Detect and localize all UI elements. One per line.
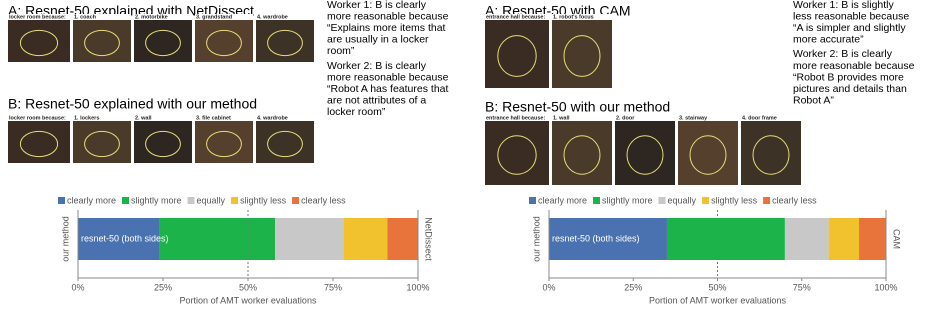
bar-segment [160, 218, 276, 260]
x-tick-label: 25% [154, 282, 172, 292]
bar-segment [275, 218, 343, 260]
worker-comment: locker room” [327, 106, 386, 118]
x-tick-label: 0% [71, 282, 84, 292]
bar-label: resnet-50 (both sides) [552, 233, 640, 243]
image-caption: 2. motorbike [135, 14, 168, 20]
image-caption: 1. robot's focus [553, 14, 594, 20]
x-tick-label: 100% [406, 282, 429, 292]
worker-comment: room” [327, 45, 355, 57]
panel-title: B: Resnet-50 explained with our method [8, 96, 257, 112]
image [678, 121, 738, 185]
image [552, 121, 612, 185]
worker-comment: more reasonable because [327, 71, 449, 83]
legend-swatch [593, 197, 600, 204]
legend-label: slightly less [240, 195, 287, 205]
bar-segment [785, 218, 829, 260]
legend-swatch [529, 197, 536, 204]
worker-comment: “A is simpler and slightly [793, 22, 906, 34]
y-axis-label: our method [60, 216, 70, 262]
image-caption: 2. wall [135, 115, 152, 121]
image-caption: 3. stairway [679, 115, 708, 121]
legend-swatch [292, 197, 299, 204]
bar-segment [387, 218, 418, 260]
bar-segment [343, 218, 387, 260]
legend-label: slightly more [602, 195, 653, 205]
worker-comment: more reasonable because [793, 60, 915, 72]
image-caption: locker room because: [9, 115, 66, 121]
image-caption: 3. file cabinet [196, 115, 231, 121]
legend-swatch [702, 197, 709, 204]
worker-comment: “Robot A has features that [327, 83, 448, 95]
worker-comment: more reasonable because [327, 10, 449, 22]
image-caption: 1. coach [74, 14, 97, 20]
x-tick-label: 100% [874, 282, 897, 292]
worker-comment: less reasonable because [793, 10, 909, 22]
worker-comment: Worker 2: B is clearly [793, 48, 893, 60]
panel-title: B: Resnet-50 with our method [485, 99, 670, 115]
image-caption: 3. grandstand [196, 14, 232, 20]
image [615, 121, 675, 185]
x-tick-label: 0% [542, 282, 555, 292]
legend-label: slightly less [711, 195, 758, 205]
bar-segment [667, 218, 785, 260]
x-axis-label: Portion of AMT worker evaluations [180, 295, 317, 305]
image-caption: 1. lockers [74, 115, 99, 121]
legend-label: equally [668, 195, 697, 205]
image-caption: 4. wardrobe [257, 14, 288, 20]
y2-axis-label: CAM [892, 229, 902, 249]
bar-segment [829, 218, 859, 260]
worker-comment: are usually in a locker [327, 34, 429, 46]
legend-swatch [763, 197, 770, 204]
bar-label: resnet-50 (both sides) [81, 233, 169, 243]
worker-comment: “Explains more items that [327, 22, 446, 34]
x-tick-label: 50% [708, 282, 726, 292]
worker-comment: more accurate” [793, 34, 864, 46]
legend-swatch [58, 197, 65, 204]
image-caption: entrance hall because: [486, 14, 545, 20]
x-axis-label: Portion of AMT worker evaluations [649, 295, 786, 305]
worker-comment: pictures and details than [793, 83, 907, 95]
legend-swatch [188, 197, 195, 204]
legend-label: clearly less [772, 195, 817, 205]
legend-label: clearly more [538, 195, 587, 205]
x-tick-label: 25% [624, 282, 642, 292]
legend-label: clearly more [67, 195, 116, 205]
worker-comment: Worker 1: B is clearly [327, 0, 427, 11]
worker-comment: Worker 1: B is slightly [793, 0, 894, 11]
worker-comment: Worker 2: B is clearly [327, 60, 427, 72]
x-tick-label: 50% [239, 282, 257, 292]
y-axis-label: our method [531, 216, 541, 262]
image [552, 20, 612, 88]
image [485, 121, 549, 185]
legend-label: equally [197, 195, 226, 205]
x-tick-label: 75% [324, 282, 342, 292]
legend-swatch [659, 197, 666, 204]
legend-label: clearly less [301, 195, 346, 205]
bar-segment [859, 218, 886, 260]
image-caption: 4. wardrobe [257, 115, 288, 121]
image [485, 20, 549, 88]
legend-swatch [231, 197, 238, 204]
image-caption: locker room because: [9, 14, 66, 20]
legend-swatch [122, 197, 129, 204]
image-caption: entrance hall because: [486, 115, 545, 121]
figure: A: Resnet-50 explained with NetDissectlo… [0, 0, 941, 315]
y2-axis-label: NetDissect [424, 217, 434, 261]
image-caption: 1. wall [553, 115, 570, 121]
worker-comment: “Robot B provides more [793, 71, 904, 83]
image [741, 121, 801, 185]
worker-comment: Robot A” [793, 95, 834, 107]
x-tick-label: 75% [793, 282, 811, 292]
worker-comment: are not attributes of a [327, 95, 426, 107]
image-caption: 2. door [616, 115, 635, 121]
image-caption: 4. door frame [742, 115, 777, 121]
legend-label: slightly more [131, 195, 182, 205]
